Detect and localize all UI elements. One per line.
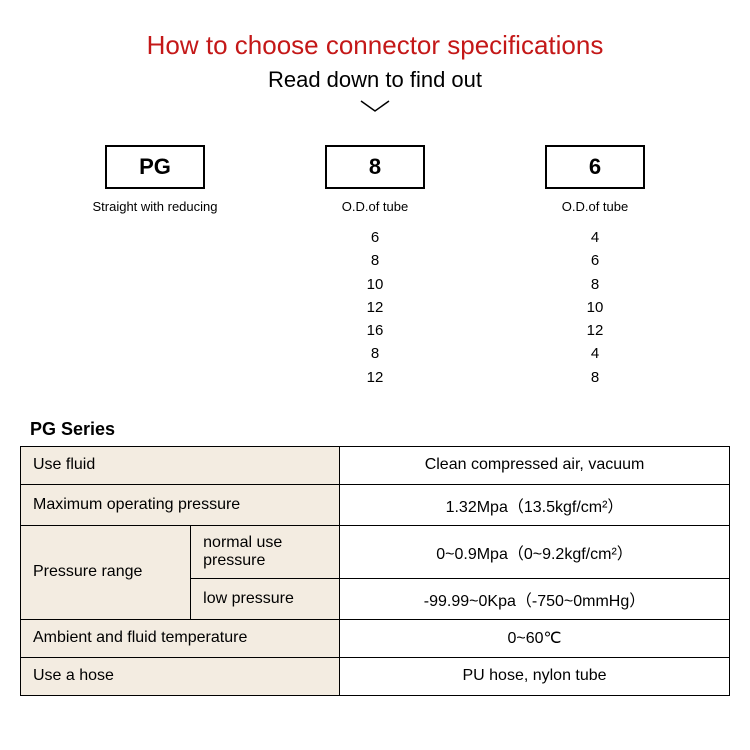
cell-label: Maximum operating pressure bbox=[21, 484, 340, 525]
cell-value: 1.32Mpa（13.5kgf/cm²） bbox=[340, 484, 730, 525]
page-subtitle: Read down to find out bbox=[20, 67, 730, 93]
spec-box: 8 bbox=[325, 145, 425, 189]
spec-value: 6 bbox=[305, 226, 445, 249]
spec-box: PG bbox=[105, 145, 205, 189]
spec-value: 8 bbox=[305, 342, 445, 365]
spec-value: 10 bbox=[305, 273, 445, 296]
chevron-down-icon bbox=[20, 97, 730, 120]
cell-value: 0~60℃ bbox=[340, 619, 730, 657]
cell-sublabel: normal use pressure bbox=[191, 525, 340, 578]
spec-values: 468101248 bbox=[525, 226, 665, 389]
spec-value: 12 bbox=[305, 366, 445, 389]
table-row: Use fluid Clean compressed air, vacuum bbox=[21, 446, 730, 484]
spec-value: 8 bbox=[525, 273, 665, 296]
table-row: Maximum operating pressure 1.32Mpa（13.5k… bbox=[21, 484, 730, 525]
spec-value: 4 bbox=[525, 342, 665, 365]
table-row: Pressure range normal use pressure 0~0.9… bbox=[21, 525, 730, 578]
spec-breakdown-row: PG Straight with reducing 8 O.D.of tube … bbox=[20, 145, 730, 389]
spec-value: 10 bbox=[525, 296, 665, 319]
spec-value: 12 bbox=[305, 296, 445, 319]
series-title: PG Series bbox=[30, 419, 730, 440]
page-title: How to choose connector specifications bbox=[20, 30, 730, 61]
specs-table: Use fluid Clean compressed air, vacuum M… bbox=[20, 446, 730, 696]
spec-value: 12 bbox=[525, 319, 665, 342]
spec-value: 8 bbox=[305, 249, 445, 272]
cell-sublabel: low pressure bbox=[191, 578, 340, 619]
spec-value: 4 bbox=[525, 226, 665, 249]
cell-value: 0~0.9Mpa（0~9.2kgf/cm²） bbox=[340, 525, 730, 578]
spec-label: Straight with reducing bbox=[85, 199, 225, 214]
spec-label: O.D.of tube bbox=[525, 199, 665, 214]
cell-label: Use fluid bbox=[21, 446, 340, 484]
table-row: Ambient and fluid temperature 0~60℃ bbox=[21, 619, 730, 657]
cell-label: Use a hose bbox=[21, 657, 340, 695]
spec-col-od1: 8 O.D.of tube 68101216812 bbox=[305, 145, 445, 389]
spec-box: 6 bbox=[545, 145, 645, 189]
spec-value: 6 bbox=[525, 249, 665, 272]
cell-value: -99.99~0Kpa（-750~0mmHg） bbox=[340, 578, 730, 619]
spec-col-od2: 6 O.D.of tube 468101248 bbox=[525, 145, 665, 389]
cell-value: Clean compressed air, vacuum bbox=[340, 446, 730, 484]
table-row: Use a hose PU hose, nylon tube bbox=[21, 657, 730, 695]
cell-label: Pressure range bbox=[21, 525, 191, 619]
spec-value: 16 bbox=[305, 319, 445, 342]
spec-value: 8 bbox=[525, 366, 665, 389]
cell-label: Ambient and fluid temperature bbox=[21, 619, 340, 657]
cell-value: PU hose, nylon tube bbox=[340, 657, 730, 695]
spec-col-pg: PG Straight with reducing bbox=[85, 145, 225, 389]
spec-label: O.D.of tube bbox=[305, 199, 445, 214]
spec-values: 68101216812 bbox=[305, 226, 445, 389]
